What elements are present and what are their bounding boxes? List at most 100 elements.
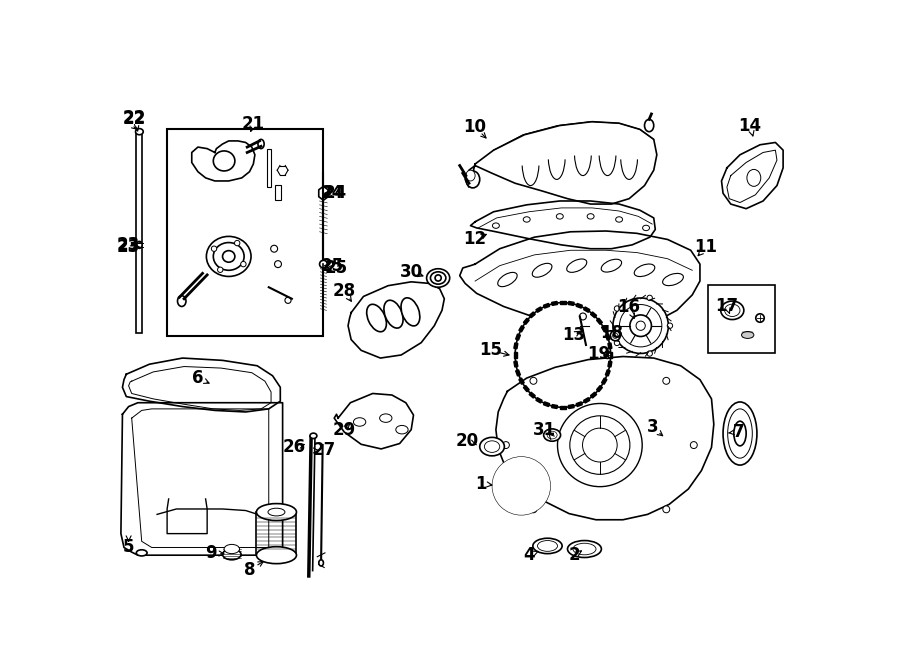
Text: 24: 24	[324, 184, 347, 202]
Ellipse shape	[285, 297, 291, 303]
Ellipse shape	[634, 264, 655, 276]
Ellipse shape	[274, 260, 282, 268]
Ellipse shape	[532, 263, 552, 277]
Ellipse shape	[615, 340, 620, 346]
Ellipse shape	[580, 313, 587, 320]
Text: 21: 21	[242, 115, 265, 133]
Ellipse shape	[513, 477, 530, 494]
Polygon shape	[471, 201, 655, 249]
Ellipse shape	[667, 323, 672, 329]
Polygon shape	[597, 318, 602, 325]
Text: 26: 26	[283, 438, 306, 456]
Ellipse shape	[480, 438, 504, 456]
Ellipse shape	[500, 465, 542, 507]
Text: 8: 8	[244, 561, 256, 579]
Ellipse shape	[647, 351, 652, 356]
Ellipse shape	[756, 314, 764, 323]
Text: 27: 27	[312, 442, 336, 459]
Ellipse shape	[523, 217, 530, 222]
Text: 25: 25	[324, 259, 347, 277]
Text: 25: 25	[321, 256, 344, 275]
Polygon shape	[601, 326, 607, 332]
Ellipse shape	[435, 275, 441, 281]
Polygon shape	[590, 392, 597, 398]
Polygon shape	[516, 369, 520, 376]
Ellipse shape	[544, 429, 561, 442]
Ellipse shape	[742, 332, 754, 338]
Ellipse shape	[610, 330, 620, 340]
Ellipse shape	[728, 409, 752, 458]
Polygon shape	[609, 352, 612, 358]
Polygon shape	[122, 358, 280, 412]
Polygon shape	[536, 307, 542, 312]
Text: 2: 2	[569, 546, 580, 564]
Ellipse shape	[466, 170, 475, 181]
Ellipse shape	[495, 459, 547, 512]
Polygon shape	[560, 301, 565, 304]
Polygon shape	[319, 186, 328, 200]
Text: 9: 9	[205, 544, 217, 562]
Text: 14: 14	[738, 116, 761, 135]
Ellipse shape	[494, 459, 548, 513]
Text: 18: 18	[600, 325, 623, 342]
Ellipse shape	[222, 251, 235, 262]
Ellipse shape	[616, 217, 623, 222]
Ellipse shape	[401, 298, 419, 326]
Text: 23: 23	[117, 236, 140, 254]
Polygon shape	[519, 378, 524, 384]
Ellipse shape	[613, 298, 669, 354]
Ellipse shape	[256, 547, 296, 564]
Polygon shape	[576, 303, 582, 308]
Polygon shape	[519, 326, 524, 332]
Ellipse shape	[533, 538, 562, 554]
Ellipse shape	[492, 223, 500, 228]
Ellipse shape	[547, 431, 557, 439]
Bar	[167, 130, 322, 336]
Bar	[136, 134, 142, 333]
Polygon shape	[536, 398, 542, 403]
Bar	[267, 149, 271, 187]
Polygon shape	[460, 231, 700, 332]
Ellipse shape	[430, 272, 446, 284]
Ellipse shape	[380, 414, 392, 422]
Polygon shape	[529, 312, 535, 318]
Polygon shape	[584, 398, 590, 403]
Ellipse shape	[502, 442, 509, 449]
Polygon shape	[465, 122, 657, 204]
Polygon shape	[552, 301, 557, 305]
Ellipse shape	[427, 269, 450, 288]
Ellipse shape	[567, 259, 587, 272]
Text: 28: 28	[333, 282, 356, 300]
Ellipse shape	[644, 120, 653, 132]
Text: 24: 24	[321, 184, 345, 202]
Ellipse shape	[320, 260, 328, 268]
Polygon shape	[529, 392, 535, 398]
Ellipse shape	[268, 508, 285, 516]
Ellipse shape	[466, 171, 480, 188]
Ellipse shape	[723, 402, 757, 465]
Text: 20: 20	[455, 432, 479, 450]
Text: 5: 5	[123, 539, 134, 557]
Text: 13: 13	[562, 326, 585, 344]
Ellipse shape	[530, 506, 537, 513]
Polygon shape	[722, 143, 783, 209]
Ellipse shape	[213, 151, 235, 171]
Text: 7: 7	[733, 423, 744, 441]
Polygon shape	[514, 361, 518, 367]
Ellipse shape	[258, 139, 264, 149]
Ellipse shape	[499, 463, 544, 509]
Ellipse shape	[492, 457, 551, 515]
Ellipse shape	[310, 433, 317, 438]
Ellipse shape	[235, 241, 240, 246]
Ellipse shape	[615, 306, 620, 311]
Ellipse shape	[662, 377, 670, 384]
Polygon shape	[560, 406, 565, 409]
Ellipse shape	[734, 421, 746, 446]
Ellipse shape	[587, 214, 594, 219]
Polygon shape	[515, 303, 610, 407]
Polygon shape	[606, 334, 610, 340]
Ellipse shape	[218, 267, 223, 272]
Ellipse shape	[662, 274, 683, 286]
Ellipse shape	[484, 441, 500, 452]
Ellipse shape	[630, 315, 652, 336]
